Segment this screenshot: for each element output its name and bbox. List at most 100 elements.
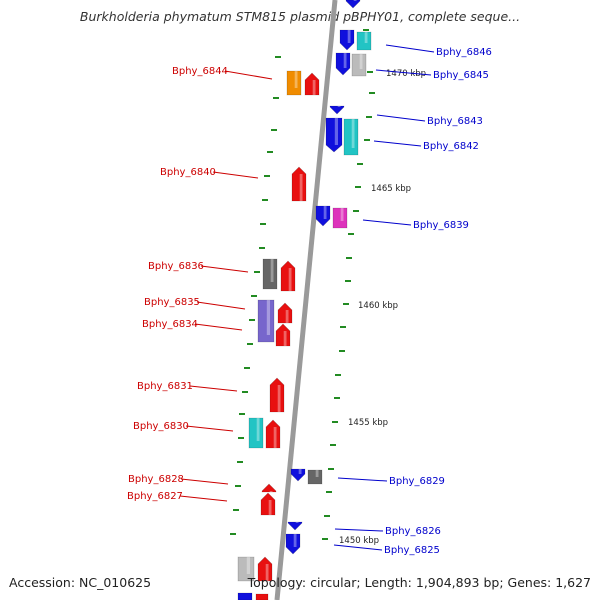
gene-bphy-6846-a[interactable] — [339, 29, 355, 51]
gene-bphy-6834[interactable] — [275, 323, 291, 347]
gene-bottom-red[interactable] — [255, 593, 269, 600]
gene-label-bphy_6835[interactable]: Bphy_6835 — [144, 297, 200, 308]
gene-bphy-6825-shade — [293, 534, 297, 547]
gene-bphy-6839-a-shade — [323, 206, 327, 219]
gene-bphy-6839[interactable] — [332, 207, 348, 229]
gene-right-top-shade — [353, 0, 357, 1]
tick-label: 1455 kbp — [348, 418, 388, 428]
leader-line-bphy_6843 — [376, 114, 426, 122]
gene-label-bphy_6846[interactable]: Bphy_6846 — [436, 47, 492, 58]
leader-line-bphy_6844 — [224, 70, 273, 80]
gene-bphy-6830-a-shade — [256, 418, 260, 441]
gene-bphy-6831[interactable] — [269, 377, 285, 413]
gene-bphy-6835-shade — [285, 310, 289, 323]
gene-label-bphy_6826[interactable]: Bphy_6826 — [385, 526, 441, 537]
leader-line-bphy_6834 — [194, 323, 243, 331]
gene-bphy-6842-a[interactable] — [325, 117, 343, 153]
gene-left-red-bottom[interactable] — [257, 556, 273, 582]
gene-bphy-6843[interactable] — [329, 105, 345, 115]
gene-bphy-6843-shade — [337, 106, 341, 107]
gene-bphy-6835-a-shade — [266, 300, 270, 335]
gene-bphy-6839-shade — [340, 208, 344, 221]
gene-bphy-6834-shade — [283, 331, 287, 346]
gene-label-bphy_6825[interactable]: Bphy_6825 — [384, 545, 440, 556]
gene-bphy-6846[interactable] — [356, 31, 372, 51]
gene-label-bphy_6843[interactable]: Bphy_6843 — [427, 116, 483, 127]
gene-bphy-6844-shade — [312, 80, 316, 95]
gene-bphy-6840[interactable] — [291, 166, 307, 202]
gene-bphy-6845-shade — [359, 54, 363, 69]
leader-line-bphy_6845 — [375, 69, 432, 76]
gene-bphy-6836-a-shade — [270, 259, 274, 282]
tick-label: 1465 kbp — [371, 184, 411, 194]
map-title: Burkholderia phymatum STM815 plasmid pBP… — [79, 9, 521, 24]
gene-bphy-6839-a[interactable] — [315, 205, 331, 227]
gene-bphy-6825[interactable] — [285, 533, 301, 555]
gene-label-bphy_6844[interactable]: Bphy_6844 — [172, 66, 228, 77]
topology-summary: Topology: circular; Length: 1,904,893 bp… — [247, 575, 591, 590]
gene-bphy-6826[interactable] — [287, 521, 303, 531]
gene-bphy-6845-a[interactable] — [335, 52, 351, 76]
gene-bphy-6829[interactable] — [307, 469, 323, 485]
leader-line-bphy_6829 — [337, 477, 388, 482]
gene-bphy-6830-shade — [273, 427, 277, 448]
tick-label: 1450 kbp — [339, 536, 379, 546]
gene-label-bphy_6827[interactable]: Bphy_6827 — [127, 491, 183, 502]
leader-line-bphy_6827 — [179, 495, 228, 502]
gene-bphy-6844-a[interactable] — [286, 70, 302, 96]
gene-bphy-6836-shade — [288, 268, 292, 291]
gene-bphy-6835[interactable] — [277, 302, 293, 324]
backbone-line — [274, 0, 338, 600]
tick-label: 1460 kbp — [358, 301, 398, 311]
gene-bphy-6844-a-shade — [294, 71, 298, 88]
gene-left-red-bottom-shade — [265, 564, 269, 581]
gene-bphy-6829-shade — [315, 470, 319, 477]
gene-bphy-6827[interactable] — [260, 492, 276, 516]
gene-right-top[interactable] — [345, 0, 361, 9]
gene-bphy-6842-a-shade — [334, 118, 338, 145]
leader-line-bphy_6825 — [333, 544, 383, 551]
tick-label: 1470 kbp — [386, 69, 426, 79]
gene-bphy-6830[interactable] — [265, 419, 281, 449]
gene-bphy-6826-shade — [295, 522, 299, 523]
leader-line-bphy_6836 — [200, 265, 249, 273]
gene-bphy-6827-shade — [268, 500, 272, 515]
leader-line-bphy_6826 — [334, 528, 384, 532]
leader-line-bphy_6839 — [362, 219, 412, 226]
gene-bphy-6845[interactable] — [351, 53, 367, 77]
leader-line-bphy_6846 — [385, 44, 435, 53]
gene-left-grey-shade — [246, 557, 250, 574]
gene-label-bphy_6836[interactable]: Bphy_6836 — [148, 261, 204, 272]
gene-bphy-6829-a-shade — [298, 469, 302, 474]
gene-bphy-6831-shade — [277, 385, 281, 412]
gene-bphy-6844[interactable] — [304, 72, 320, 96]
gene-bottom-blue[interactable] — [237, 592, 253, 600]
gene-bphy-6830-a[interactable] — [248, 417, 264, 449]
gene-label-bphy_6834[interactable]: Bphy_6834 — [142, 319, 198, 330]
gene-bphy-6846-shade — [364, 32, 368, 43]
gene-label-bphy_6842[interactable]: Bphy_6842 — [423, 141, 479, 152]
gene-bphy-6835-a[interactable] — [257, 299, 275, 343]
gene-bphy-6842[interactable] — [343, 118, 359, 156]
gene-bphy-6845-a-shade — [343, 53, 347, 68]
gene-label-bphy_6839[interactable]: Bphy_6839 — [413, 220, 469, 231]
gene-left-grey[interactable] — [237, 556, 255, 582]
gene-bphy-6829-a[interactable] — [290, 468, 306, 482]
leader-line-bphy_6842 — [373, 140, 422, 147]
gene-label-bphy_6845[interactable]: Bphy_6845 — [433, 70, 489, 81]
leader-line-bphy_6840 — [212, 171, 259, 179]
gene-label-bphy_6831[interactable]: Bphy_6831 — [137, 381, 193, 392]
gene-label-bphy_6828[interactable]: Bphy_6828 — [128, 474, 184, 485]
gene-bphy-6836[interactable] — [280, 260, 296, 292]
gene-bphy-6842-shade — [351, 119, 355, 148]
gene-label-bphy_6840[interactable]: Bphy_6840 — [160, 167, 216, 178]
gene-bphy-6828[interactable] — [261, 483, 277, 493]
gene-label-bphy_6830[interactable]: Bphy_6830 — [133, 421, 189, 432]
gene-bphy-6846-a-shade — [347, 30, 351, 43]
gene-bphy-6840-shade — [299, 174, 303, 201]
gene-bphy-6836-a[interactable] — [262, 258, 278, 290]
gene-label-bphy_6829[interactable]: Bphy_6829 — [389, 476, 445, 487]
accession-text: Accession: NC_010625 — [9, 575, 152, 590]
leader-line-bphy_6835 — [196, 301, 246, 310]
